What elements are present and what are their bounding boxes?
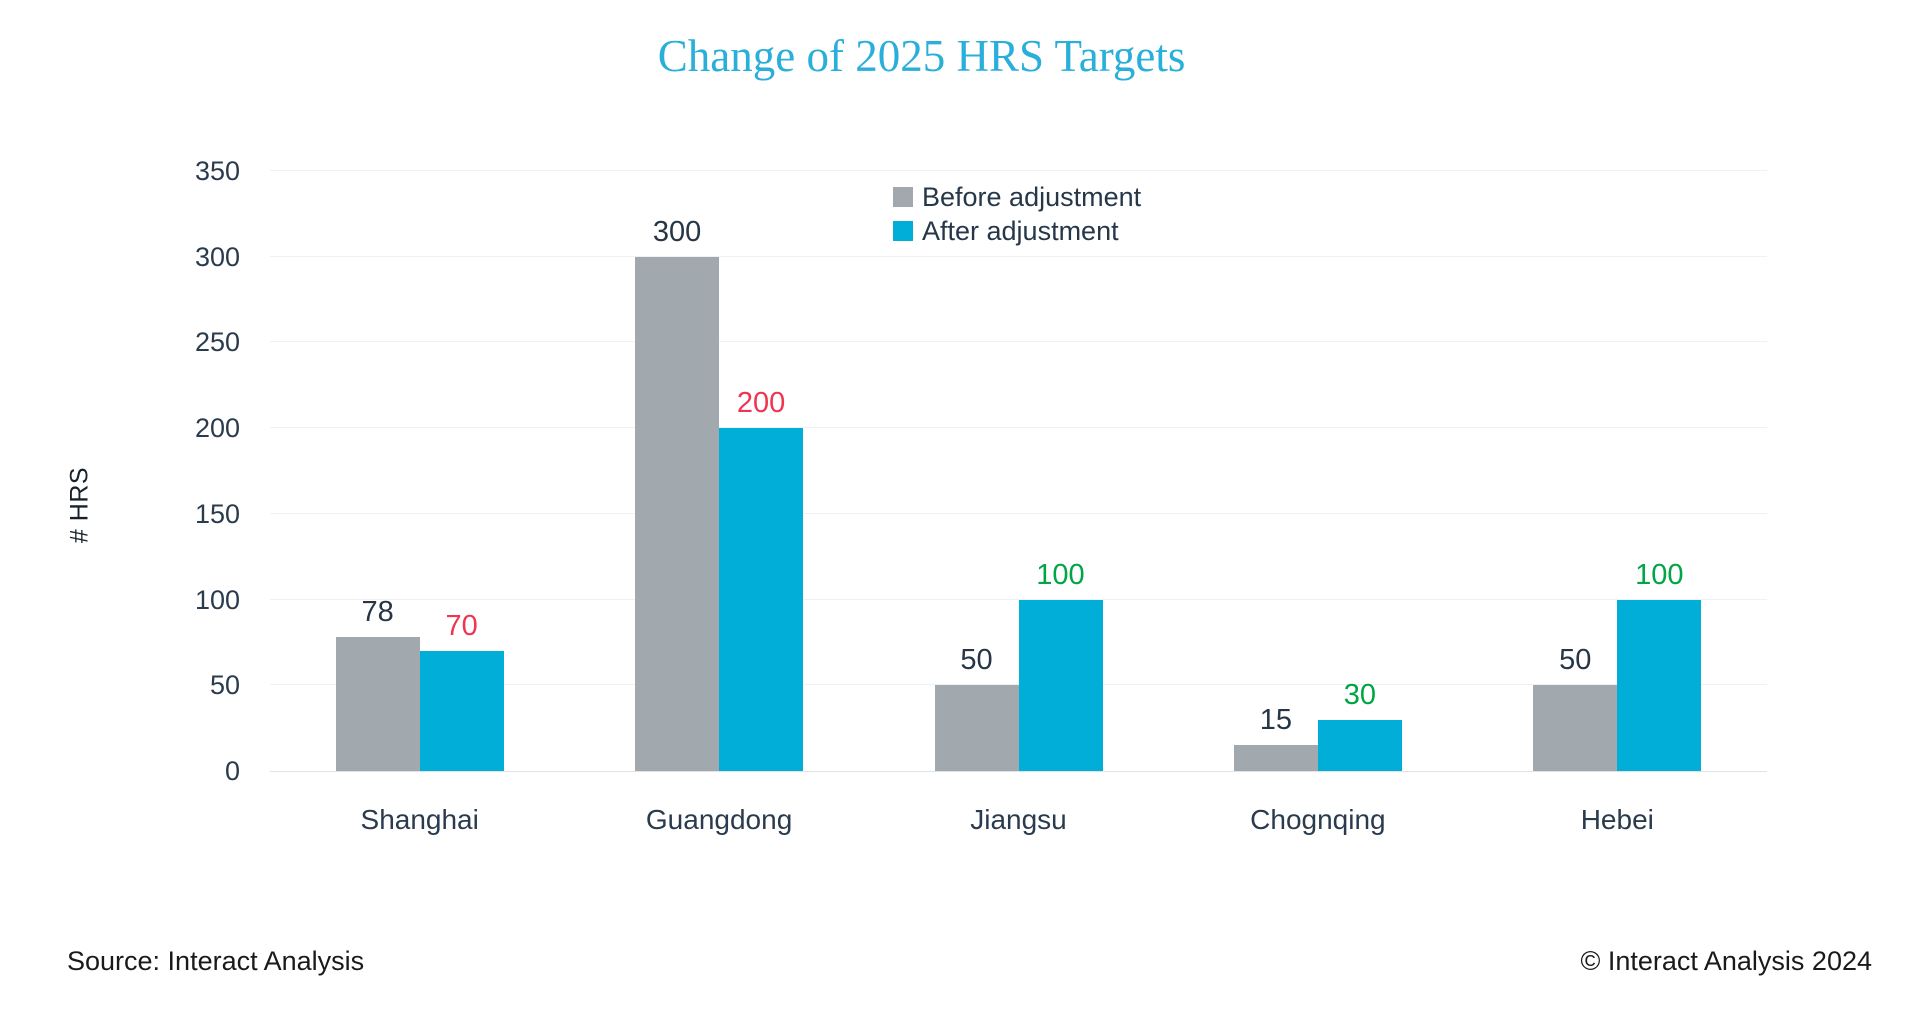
y-tick-label-50: 50 (209, 670, 240, 701)
value-label-after-adjustment-chognqing: 30 (1343, 678, 1377, 711)
bar-after-adjustment-jiangsu (1018, 599, 1103, 771)
x-tick-label-hebei: Hebei (1580, 804, 1654, 835)
bar-before-adjustment-jiangsu (934, 685, 1019, 771)
bar-after-adjustment-shanghai (419, 651, 504, 771)
bar-after-adjustment-chognqing (1317, 719, 1402, 771)
value-label-before-adjustment-jiangsu: 50 (960, 644, 993, 677)
y-tick-label-200: 200 (194, 413, 240, 444)
gridline-150 (270, 512, 1767, 514)
y-axis-title: # HRS (65, 466, 94, 544)
footer-source-text: Source: Interact Analysis (67, 946, 365, 976)
legend-item-before-adjustment: Before adjustment (893, 180, 1141, 214)
bar-before-adjustment-shanghai (335, 637, 420, 771)
bar-before-adjustment-hebei (1533, 685, 1618, 771)
bar-before-adjustment-guangdong (635, 256, 720, 771)
x-tick-label-chognqing: Chognqing (1250, 804, 1386, 835)
gridline-300 (270, 255, 1767, 257)
x-axis-line (270, 771, 1767, 772)
y-tick-label-350: 350 (194, 156, 240, 186)
chart-title: Change of 2025 HRS Targets (657, 31, 1186, 81)
legend: Before adjustment After adjustment (893, 180, 1141, 248)
gridline-200 (270, 427, 1767, 429)
y-tick-label-100: 100 (194, 584, 240, 615)
y-tick-label-300: 300 (194, 241, 240, 272)
legend-item-after-adjustment: After adjustment (893, 214, 1141, 248)
value-label-before-adjustment-guangdong: 300 (652, 215, 702, 248)
legend-swatch-icon-before-adjustment (893, 187, 913, 207)
value-label-after-adjustment-shanghai: 70 (445, 610, 478, 642)
legend-label-after-adjustment: After adjustment (922, 215, 1119, 246)
x-tick-label-guangdong: Guangdong (645, 804, 793, 835)
footer-copyright-text: © Interact Analysis 2024 (1580, 946, 1872, 976)
y-tick-label-150: 150 (194, 498, 240, 529)
bar-after-adjustment-hebei (1617, 599, 1702, 771)
value-label-before-adjustment-shanghai: 78 (361, 596, 394, 629)
bar-after-adjustment-guangdong (719, 428, 804, 771)
value-label-before-adjustment-hebei: 50 (1559, 644, 1592, 677)
gridline-250 (270, 341, 1767, 343)
y-tick-label-0: 0 (224, 756, 240, 786)
legend-label-before-adjustment: Before adjustment (922, 181, 1142, 212)
value-label-after-adjustment-jiangsu: 100 (1036, 558, 1085, 591)
value-label-after-adjustment-guangdong: 200 (736, 387, 786, 420)
x-tick-label-shanghai: Shanghai (360, 804, 479, 835)
value-label-after-adjustment-hebei: 100 (1635, 558, 1684, 591)
x-tick-label-jiangsu: Jiangsu (970, 804, 1067, 835)
gridline-350 (270, 170, 1767, 171)
bar-before-adjustment-chognqing (1233, 745, 1318, 771)
y-tick-label-250: 250 (194, 327, 240, 358)
value-label-before-adjustment-chognqing: 15 (1259, 704, 1293, 737)
legend-swatch-icon-after-adjustment (893, 221, 913, 241)
gridline-100 (270, 598, 1767, 600)
